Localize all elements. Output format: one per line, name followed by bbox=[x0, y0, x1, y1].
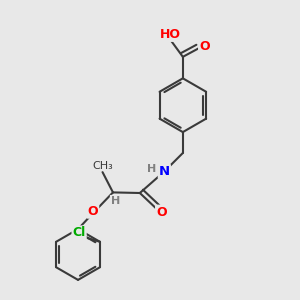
Text: N: N bbox=[159, 165, 170, 178]
Text: HO: HO bbox=[160, 28, 181, 41]
Text: O: O bbox=[156, 206, 167, 219]
Text: O: O bbox=[199, 40, 210, 53]
Text: H: H bbox=[111, 196, 120, 206]
Text: Cl: Cl bbox=[73, 226, 86, 239]
Text: H: H bbox=[147, 164, 156, 174]
Text: O: O bbox=[88, 205, 98, 218]
Text: CH₃: CH₃ bbox=[92, 160, 113, 170]
